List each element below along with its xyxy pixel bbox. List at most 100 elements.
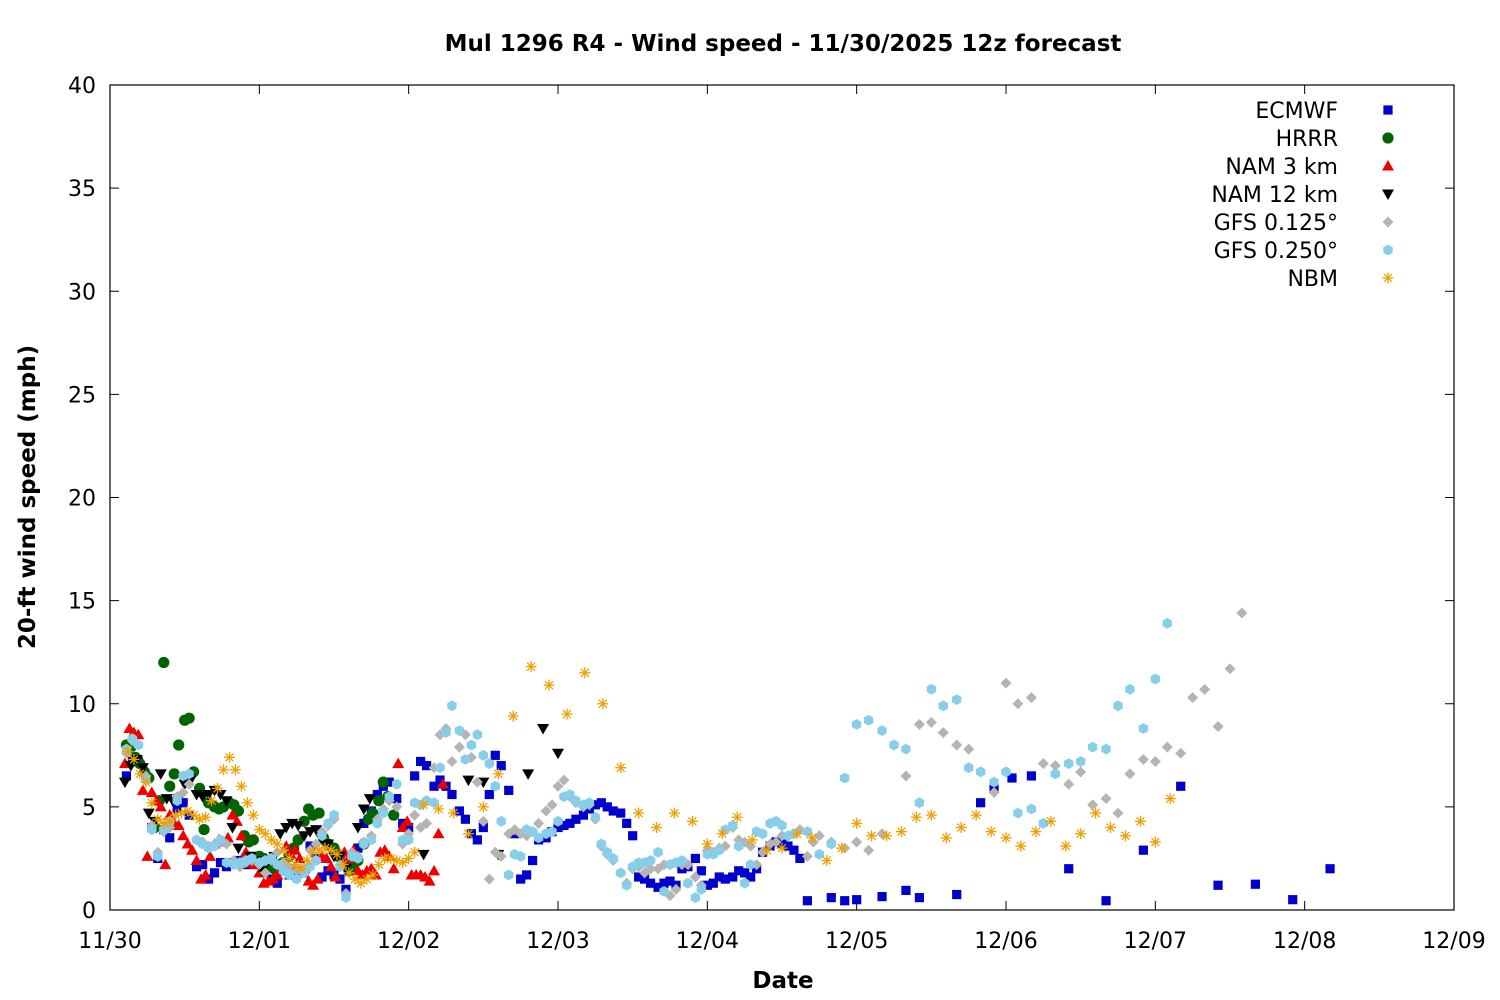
data-point <box>1060 840 1072 852</box>
data-point <box>466 739 477 751</box>
y-tick-label: 5 <box>82 796 96 821</box>
legend-marker <box>1383 105 1393 115</box>
data-series-layer <box>118 607 1335 906</box>
data-point <box>247 834 259 846</box>
data-point <box>1012 698 1024 710</box>
data-point <box>559 820 569 831</box>
data-point <box>783 841 793 851</box>
data-point <box>118 777 131 789</box>
data-point <box>392 794 402 804</box>
data-point <box>670 883 682 895</box>
data-point <box>988 786 1000 798</box>
data-point <box>516 874 526 884</box>
data-point <box>496 761 506 771</box>
data-point <box>579 667 591 679</box>
data-point <box>310 825 323 836</box>
data-point <box>578 810 588 820</box>
data-point <box>202 790 215 801</box>
data-point <box>1087 799 1099 811</box>
data-point <box>608 806 618 816</box>
data-point <box>265 834 277 846</box>
data-point <box>247 853 257 864</box>
legend-label: GFS 0.250° <box>1214 239 1338 264</box>
data-point <box>1064 864 1074 874</box>
data-point <box>840 772 850 784</box>
data-point <box>184 768 194 780</box>
x-tick-label: 12/06 <box>974 929 1037 954</box>
data-point <box>1015 840 1027 852</box>
data-point <box>401 815 414 826</box>
data-point <box>1199 683 1211 695</box>
data-point <box>417 849 430 861</box>
data-point <box>789 845 799 855</box>
data-point <box>173 739 185 751</box>
data-point <box>553 822 563 833</box>
data-point <box>247 809 259 821</box>
y-tick-label: 10 <box>68 693 96 718</box>
data-point <box>659 886 669 897</box>
data-point <box>1075 828 1087 840</box>
data-point <box>571 814 581 824</box>
data-point <box>199 868 212 880</box>
data-point <box>1137 753 1149 765</box>
data-point <box>423 875 436 886</box>
data-point <box>1087 741 1098 753</box>
data-point <box>349 873 361 885</box>
data-point <box>221 857 232 868</box>
data-point <box>1161 741 1173 753</box>
y-axis: 0 5 10 15 20 25 30 35 40 <box>68 74 1454 924</box>
data-point <box>989 776 999 788</box>
data-point <box>714 872 724 882</box>
data-point <box>232 805 245 817</box>
data-point <box>409 846 421 858</box>
data-point <box>863 844 875 856</box>
data-point <box>147 824 157 835</box>
data-point <box>1288 895 1298 905</box>
data-point <box>1026 803 1037 815</box>
data-point <box>1176 781 1186 791</box>
data-point <box>616 867 626 879</box>
data-point <box>447 789 457 800</box>
data-point <box>313 807 325 819</box>
data-point <box>217 764 229 776</box>
data-point <box>690 853 700 864</box>
data-point <box>690 892 701 903</box>
data-point <box>272 859 282 870</box>
data-point <box>836 842 848 854</box>
data-point <box>565 789 575 800</box>
data-point <box>429 781 439 791</box>
data-point <box>802 896 812 906</box>
data-point <box>866 830 878 842</box>
data-point <box>1007 773 1017 783</box>
data-point <box>540 805 552 817</box>
data-point <box>546 799 558 811</box>
data-point <box>341 892 351 903</box>
data-point <box>392 757 405 769</box>
data-point <box>1105 822 1117 833</box>
data-point <box>122 745 134 757</box>
legend: ECMWF HRRR NAM 3 km NAM 12 km GFS 0.125° GFS … <box>1211 99 1394 292</box>
data-point <box>889 739 899 751</box>
data-point <box>1076 756 1086 767</box>
data-point <box>472 729 482 741</box>
data-point <box>192 862 202 872</box>
data-point <box>378 807 388 819</box>
data-point <box>910 811 922 823</box>
data-point <box>951 739 963 751</box>
data-point <box>292 873 302 885</box>
data-point <box>1224 663 1236 675</box>
data-point <box>223 751 235 763</box>
data-point <box>914 797 925 809</box>
data-point <box>940 832 952 844</box>
data-point <box>851 836 863 848</box>
data-point <box>602 846 612 858</box>
data-point <box>1025 692 1037 704</box>
data-point <box>731 811 743 823</box>
series-gfs-0-250- <box>121 617 1172 903</box>
data-point <box>596 798 606 808</box>
data-point <box>1038 818 1048 829</box>
data-point <box>133 739 143 751</box>
data-point <box>351 823 364 834</box>
data-point <box>1100 793 1112 805</box>
data-point <box>791 828 803 840</box>
